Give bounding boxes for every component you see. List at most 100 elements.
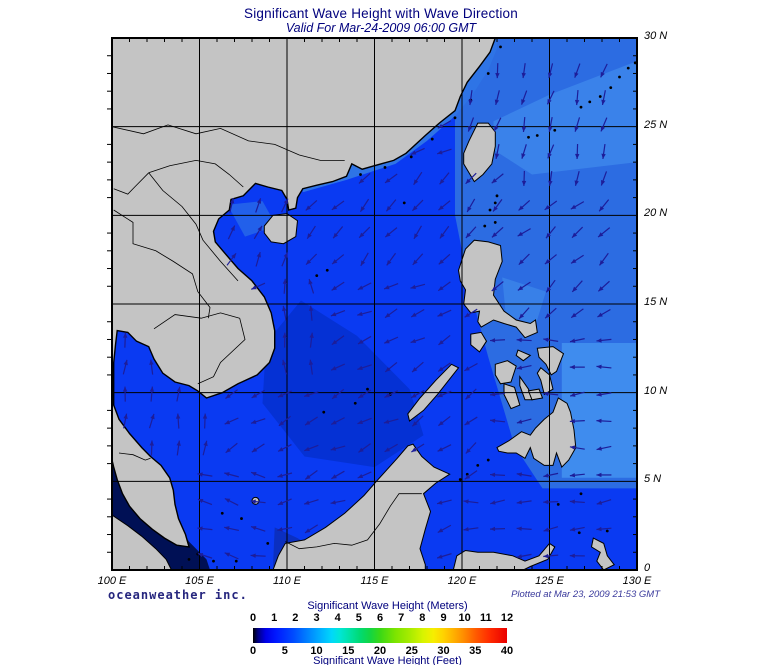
wave-arrow-head — [333, 232, 339, 239]
island-dot — [430, 137, 434, 141]
wave-arrow-head — [571, 258, 577, 264]
wave-arrow-head — [494, 125, 499, 132]
wave-arrow-head — [547, 152, 552, 159]
island-dot — [556, 502, 560, 506]
cb-feet-tick-5: 5 — [281, 645, 288, 657]
cb-meters-tick-9: 9 — [440, 612, 447, 624]
island-dot — [493, 221, 497, 224]
lat-label-20: 20 N — [644, 207, 668, 220]
island-dot — [527, 135, 530, 139]
wave-arrow-head — [493, 206, 498, 212]
wave-arrow-head — [575, 153, 580, 159]
land — [112, 38, 637, 570]
wave-arrow-head — [384, 393, 390, 398]
wave-arrow-head — [360, 260, 366, 266]
wave-arrow-head — [490, 472, 496, 478]
wave-arrow-head — [330, 446, 337, 451]
island-dot — [483, 224, 487, 228]
border-cambodia-north — [153, 312, 240, 330]
wave-arrow-head — [304, 446, 310, 451]
cb-feet-tick-35: 35 — [469, 645, 482, 657]
wave-arrow-head — [277, 393, 284, 398]
wave-arrow-head — [332, 393, 338, 399]
wave-arrow-head — [122, 386, 128, 392]
wave-arrow-head — [256, 252, 261, 258]
wave-arrow-head — [197, 498, 204, 504]
wave-arrow-head — [412, 367, 418, 373]
cb-meters-tick-5: 5 — [355, 612, 362, 624]
wave-arrow-head — [282, 332, 287, 338]
island-dot — [212, 559, 215, 563]
wave-arrow-head — [386, 205, 392, 212]
wave-arrow-head — [518, 205, 524, 211]
wave-arrow-head — [250, 553, 256, 558]
island-dot — [402, 201, 406, 205]
wave-arrow-head — [438, 420, 444, 426]
wave-arrow-head — [197, 472, 203, 477]
wave-arrow-head — [331, 285, 338, 291]
wave-arrow-head — [412, 421, 418, 427]
wave-arrow-head — [543, 499, 549, 505]
wave-arrow-head — [250, 499, 256, 504]
wave-arrow-head — [384, 339, 390, 344]
wave-arrow-head — [277, 500, 284, 505]
wave-arrow-head — [383, 419, 390, 424]
wave-arrow-head — [569, 527, 576, 532]
wave-arrow-head — [413, 179, 419, 185]
wave-arrow-head — [250, 525, 257, 531]
wave-arrow-head — [412, 259, 418, 265]
wave-arrow-head — [357, 365, 363, 370]
land-mindanao — [496, 397, 577, 469]
wave-arrow-head — [516, 337, 522, 343]
wave-arrow-head — [231, 253, 237, 259]
cb-meters-tick-0: 0 — [249, 612, 257, 624]
land-hainan — [263, 213, 299, 245]
island-dot — [579, 492, 583, 496]
cb-meters-tick-4: 4 — [334, 612, 341, 624]
cb-meters-tick-7: 7 — [398, 612, 405, 624]
map-layers — [112, 38, 637, 570]
wave-arrow-head — [597, 312, 603, 317]
wave-arrow-head — [543, 337, 549, 342]
wave-arrow-head — [596, 472, 602, 478]
wave-arrow-head — [305, 474, 311, 480]
wave-arrow-head — [230, 225, 235, 232]
wave-arrow-head — [357, 311, 363, 316]
wave-arrow-head — [572, 232, 578, 238]
wave-arrow-head — [495, 73, 500, 79]
wave-arrow-head — [463, 527, 469, 532]
lat-label-0: 0 — [644, 562, 651, 574]
border-xi-river — [112, 124, 345, 161]
wave-arrow-head — [229, 198, 235, 204]
wave-arrow-head — [569, 418, 575, 424]
cb-meters-tick-6: 6 — [376, 612, 384, 624]
lat-label-5: 5 N — [644, 473, 662, 486]
wave-arrow-head — [437, 554, 443, 559]
wave-arrow-head — [385, 178, 391, 183]
border-cambodia-vietnam — [197, 318, 246, 385]
island-dot — [588, 100, 592, 104]
wave-arrow-head — [224, 420, 231, 425]
wave-arrow-head — [385, 232, 391, 238]
wave-arrow-head — [596, 338, 602, 343]
wave-arrow-head — [224, 472, 230, 477]
wave-arrow-head — [570, 204, 577, 210]
wave-arrow-head — [596, 364, 602, 370]
wave-arrow-head — [309, 332, 314, 338]
wave-arrow-head — [465, 394, 471, 400]
wave-arrow-head — [437, 393, 443, 398]
wave-arrow-head — [548, 180, 553, 186]
wave-arrow-head — [331, 205, 338, 210]
wave-arrow-head — [516, 472, 522, 477]
island-dot — [486, 458, 490, 462]
wave-arrow-head — [438, 366, 444, 372]
wave-arrow-head — [283, 198, 288, 205]
island-dot — [359, 173, 362, 176]
wave-arrow-head — [569, 364, 575, 370]
land-panay — [494, 360, 517, 385]
cb-feet-tick-30: 30 — [437, 645, 450, 657]
island-dot — [409, 155, 413, 159]
wave-arrow-head — [546, 232, 551, 239]
wave-arrow-head — [149, 386, 155, 392]
wave-arrow-head — [598, 232, 604, 238]
